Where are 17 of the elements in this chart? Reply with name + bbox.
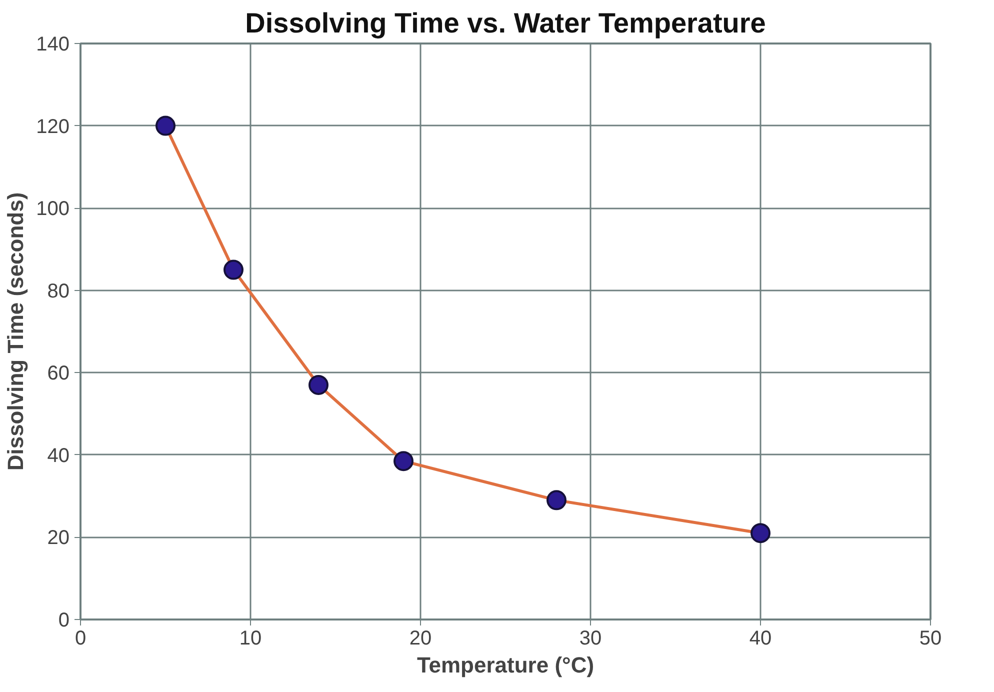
y-tick-label: 100	[36, 198, 70, 220]
y-tick-label: 140	[36, 34, 70, 56]
x-tick-label: 40	[749, 628, 772, 650]
chart-title: Dissolving Time vs. Water Temperature	[245, 8, 766, 38]
x-tick-label: 30	[579, 628, 602, 650]
y-axis-title: Dissolving Time (seconds)	[3, 192, 28, 471]
y-tick-label: 80	[47, 280, 70, 302]
x-axis-title: Temperature (°C)	[416, 652, 594, 678]
x-tick-label: 20	[409, 628, 432, 650]
x-tick-label: 10	[239, 628, 262, 650]
y-tick-label: 40	[47, 444, 70, 467]
x-tick-label: 50	[919, 628, 942, 650]
y-tick-label: 20	[47, 527, 70, 550]
y-tick-label: 60	[47, 362, 70, 385]
y-tick-label: 0	[58, 610, 70, 632]
y-tick-label: 120	[36, 116, 70, 138]
x-tick-label: 0	[74, 628, 86, 650]
